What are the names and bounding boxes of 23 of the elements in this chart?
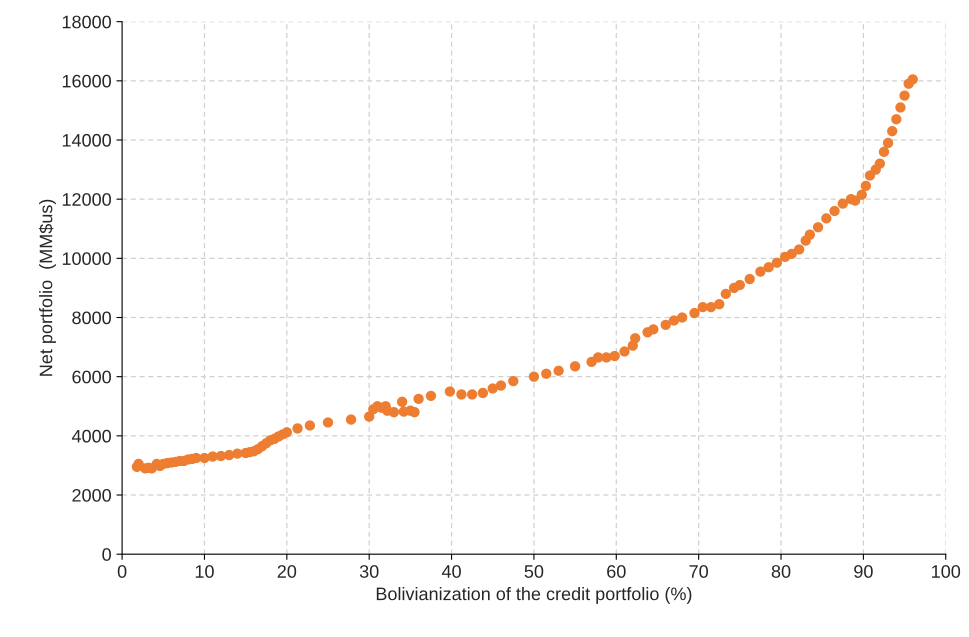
y-tick-label: 2000 [72,488,111,502]
x-tick-label: 20 [278,565,296,578]
y-tick-label: 12000 [62,193,111,206]
y-tick-label: 8000 [72,311,111,324]
y-tick-label: 14000 [62,134,111,147]
x-axis-title: Bolivianization of the credit portfolio (%) [376,586,692,604]
x-tick-label: 70 [690,565,708,578]
x-tick-label: 50 [524,565,544,578]
y-tick-label: 10000 [62,252,111,266]
x-tick-label: 0 [118,565,126,578]
x-tick-label: 100 [932,565,960,578]
x-tick-label: 80 [772,565,790,578]
y-axis-title: Net portfolio (MM$us) [38,200,56,376]
y-tick-label: 16000 [62,74,111,88]
x-tick-label: 60 [607,565,626,578]
y-tick-label: 18000 [62,16,111,28]
x-tick-label: 30 [360,565,379,578]
y-tick-label: 4000 [72,430,111,443]
x-tick-label: 10 [196,565,214,578]
y-tick-label: 0 [102,548,111,561]
y-tick-label: 6000 [72,370,111,384]
x-tick-label: 90 [854,565,873,578]
x-tick-label: 40 [442,565,461,578]
